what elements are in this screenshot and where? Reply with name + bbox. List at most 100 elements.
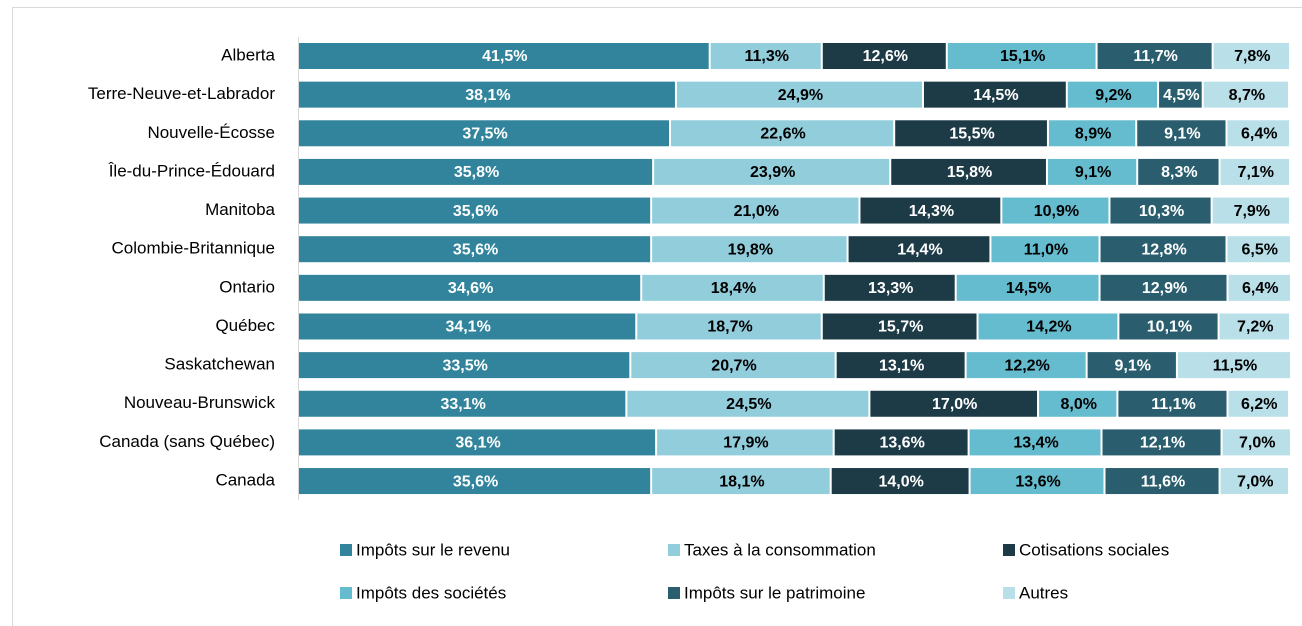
bar-segment (299, 274, 641, 301)
value-label: 8,9% (1075, 125, 1111, 142)
bar-segment (710, 43, 821, 69)
value-label: 17,9% (723, 435, 768, 452)
legend-swatch (668, 544, 680, 556)
value-label: 18,7% (707, 319, 752, 336)
category-label: Île-du-Prince-Édouard (108, 161, 275, 180)
bar-segment (676, 81, 922, 108)
value-label: 14,2% (1026, 319, 1071, 336)
value-label: 38,1% (465, 87, 510, 104)
value-label: 10,9% (1034, 203, 1079, 220)
value-label: 33,1% (440, 396, 485, 413)
bar-segment (1067, 81, 1158, 108)
bar-segment (923, 81, 1066, 108)
value-label: 18,1% (719, 473, 764, 490)
bar-segment (627, 390, 869, 417)
legend-label: Impôts sur le patrimoine (684, 583, 865, 602)
value-label: 9,2% (1095, 87, 1131, 104)
value-label: 34,1% (445, 319, 490, 336)
category-label: Nouvelle-Écosse (147, 123, 275, 142)
bar-segment (671, 120, 894, 147)
legend-label: Taxes à la consommation (684, 540, 876, 559)
bar-segment (1105, 468, 1219, 495)
bar-segment (299, 313, 636, 340)
value-label: 13,6% (879, 435, 924, 452)
value-label: 13,4% (1013, 435, 1058, 452)
value-label: 35,6% (453, 203, 498, 220)
value-label: 11,1% (1151, 396, 1195, 413)
bar-segment (824, 274, 955, 301)
bar-segment (631, 352, 835, 379)
bar-segment (822, 313, 977, 340)
value-label: 24,5% (726, 396, 771, 413)
value-label: 13,1% (879, 357, 924, 374)
bar-segment (299, 390, 626, 417)
category-label: Terre-Neuve-et-Labrador (88, 84, 275, 103)
bar-segment (1219, 313, 1289, 340)
value-label: 10,1% (1147, 319, 1192, 336)
category-label: Alberta (221, 45, 275, 64)
bar-segment (831, 468, 969, 495)
bar-segment (978, 313, 1118, 340)
value-label: 6,4% (1242, 280, 1278, 297)
value-label: 6,5% (1242, 241, 1278, 258)
bar-segment (1137, 120, 1226, 147)
bar-segment (1177, 352, 1290, 379)
bar-segment (299, 468, 651, 495)
bar-segment (299, 352, 630, 379)
value-label: 34,6% (448, 280, 493, 297)
bar-segment (1220, 158, 1289, 185)
bar-segment (822, 43, 946, 69)
bar-segment (1039, 390, 1117, 417)
bar-segment (299, 197, 651, 224)
category-label: Canada (215, 471, 275, 490)
bar-segment (991, 236, 1099, 263)
value-label: 23,9% (750, 164, 795, 181)
value-label: 15,1% (1000, 48, 1045, 65)
bar-segment (642, 274, 823, 301)
bar-segment (969, 429, 1101, 456)
value-label: 14,4% (897, 241, 942, 258)
bar-segment (970, 468, 1104, 495)
value-label: 37,5% (462, 125, 507, 142)
value-label: 8,0% (1060, 396, 1096, 413)
bar-segment (299, 236, 651, 263)
bar-segment (299, 158, 653, 185)
bar-segment (836, 352, 965, 379)
bar-segment (1119, 313, 1218, 340)
value-label: 22,6% (760, 125, 805, 142)
bar-segment (1097, 43, 1212, 69)
bar-segment (1212, 197, 1289, 224)
legend-swatch (340, 544, 352, 556)
value-label: 7,0% (1237, 473, 1273, 490)
value-label: 7,0% (1239, 435, 1275, 452)
legend-label: Impôts des sociétés (356, 583, 506, 602)
bar-segment (870, 390, 1038, 417)
legend-label: Autres (1019, 583, 1068, 602)
value-label: 9,1% (1164, 125, 1200, 142)
bar-segment (299, 120, 669, 147)
value-label: 33,5% (442, 357, 487, 374)
category-label: Colombie-Britannique (112, 239, 275, 258)
value-label: 14,3% (909, 203, 954, 220)
value-label: 6,4% (1241, 125, 1277, 142)
bar-segment (637, 313, 821, 340)
value-label: 12,2% (1004, 357, 1049, 374)
value-label: 17,0% (932, 396, 977, 413)
value-label: 11,6% (1141, 473, 1185, 490)
bar-segment (966, 352, 1086, 379)
value-label: 21,0% (734, 203, 779, 220)
value-label: 35,6% (453, 241, 498, 258)
bar-segment (1002, 197, 1109, 224)
bar-segment (299, 81, 675, 108)
value-label: 8,7% (1229, 87, 1265, 104)
value-label: 8,3% (1161, 164, 1197, 181)
value-label: 35,6% (453, 473, 498, 490)
bar-segment (1159, 81, 1202, 108)
value-label: 11,5% (1213, 357, 1257, 374)
value-label: 10,3% (1139, 203, 1184, 220)
category-label: Manitoba (205, 200, 275, 219)
value-label: 41,5% (482, 48, 527, 65)
value-label: 9,1% (1075, 164, 1111, 181)
bar-segment (1220, 468, 1289, 495)
